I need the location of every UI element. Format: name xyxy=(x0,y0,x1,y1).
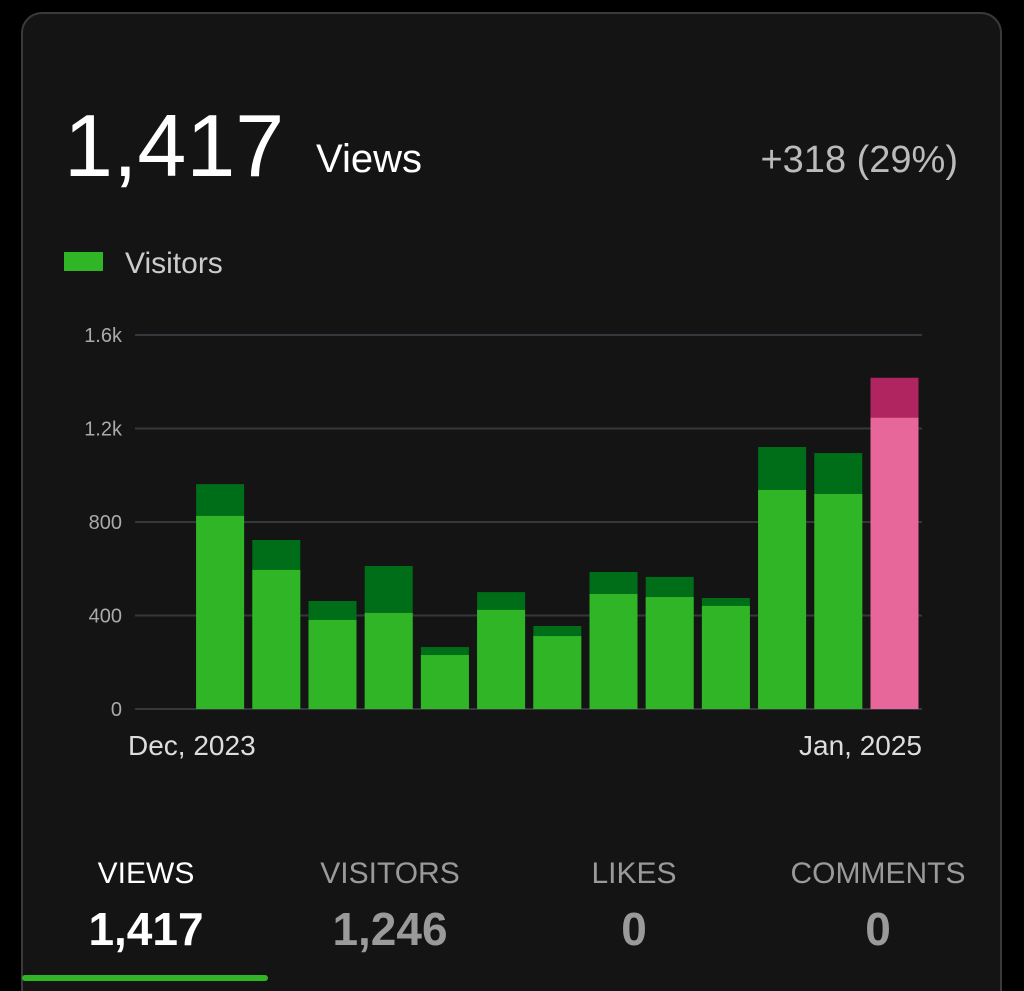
bar xyxy=(252,569,301,709)
change: +318 (29%) xyxy=(760,139,958,181)
bar xyxy=(420,655,469,709)
bar xyxy=(701,605,750,709)
x-tick-label: Dec, 2023 xyxy=(128,730,256,761)
bar xyxy=(589,593,638,709)
y-tick-label: 0 xyxy=(111,699,122,721)
bar xyxy=(196,515,245,709)
bar xyxy=(645,597,694,709)
total-count: 1,417 xyxy=(64,96,284,195)
tab-value: 1,246 xyxy=(332,903,447,955)
y-tick-label: 800 xyxy=(89,512,122,534)
bar xyxy=(477,609,526,709)
tab-label: COMMENTS xyxy=(791,857,966,890)
bar xyxy=(533,636,582,709)
y-tick-label: 1.2k xyxy=(84,419,123,441)
bar xyxy=(870,417,919,709)
tab-value: 1,417 xyxy=(88,903,203,955)
tab-label: LIKES xyxy=(591,857,676,890)
x-tick-label: Jan, 2025 xyxy=(799,730,922,761)
tab-indicator xyxy=(22,975,268,981)
y-tick-label: 1.6k xyxy=(84,325,123,347)
legend-swatch xyxy=(64,252,103,271)
tab-label: VIEWS xyxy=(98,857,195,890)
tab-value: 0 xyxy=(865,903,891,955)
y-tick-label: 400 xyxy=(89,606,122,628)
bar xyxy=(364,612,413,709)
tab-label: VISITORS xyxy=(320,857,459,890)
legend-label: Visitors xyxy=(125,247,223,280)
bar xyxy=(308,619,357,709)
bar xyxy=(758,489,807,709)
total-unit: Views xyxy=(316,137,422,181)
card xyxy=(21,12,1002,991)
bar xyxy=(814,493,863,709)
tab-value: 0 xyxy=(621,903,647,955)
